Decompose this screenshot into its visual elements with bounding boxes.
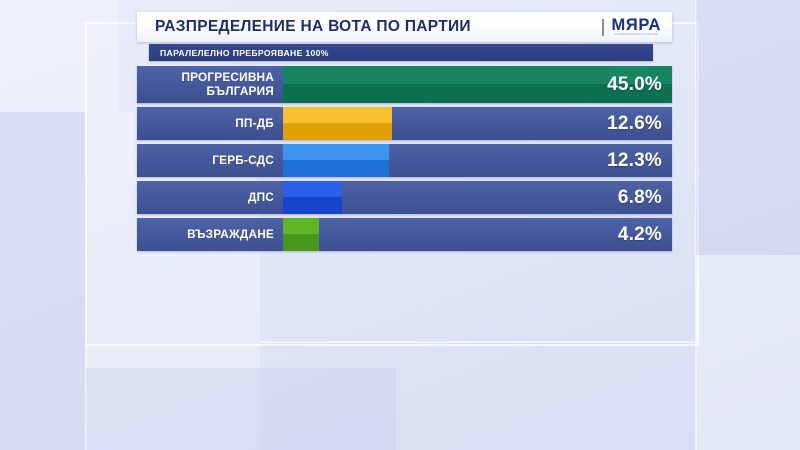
- party-bar: [283, 218, 320, 251]
- page-title: РАЗПРЕДЕЛЕНИЕ НА ВОТА ПО ПАРТИИ: [155, 18, 471, 35]
- result-row: ГЕРБ-СДС 12.3%: [137, 144, 672, 177]
- party-name: ДПС: [247, 189, 274, 204]
- logo-stack: МЯРА СОЦИОЛОГИЧЕСКА АГЕНЦИЯ: [612, 17, 661, 37]
- background-panel-right: [696, 0, 800, 255]
- background-divider-horizontal: [260, 341, 695, 343]
- party-name: ПП-ДБ: [235, 115, 274, 130]
- party-bar-highlight: [283, 66, 672, 84]
- background-divider-center: [695, 0, 697, 450]
- result-row: ПРОГРЕСИВНА БЪЛГАРИЯ 45.0%: [137, 66, 672, 103]
- background-panel-bottom-right: [696, 255, 800, 450]
- party-bar: [283, 107, 392, 140]
- results-graphic: РАЗПРЕДЕЛЕНИЕ НА ВОТА ПО ПАРТИИ МЯРА СОЦ…: [137, 12, 672, 255]
- party-percentage: 12.3%: [607, 149, 662, 171]
- party-bar-shade: [283, 83, 672, 103]
- logo-text: МЯРА: [611, 15, 661, 34]
- party-name: ВЪЗРАЖДАНЕ: [187, 226, 274, 241]
- party-bar: [283, 181, 342, 214]
- party-bar-highlight: [283, 218, 320, 234]
- party-percentage: 45.0%: [607, 73, 662, 95]
- background-panel-bottom: [86, 368, 396, 450]
- party-bar-shade: [283, 122, 392, 140]
- party-name: ГЕРБ-СДС: [212, 152, 274, 167]
- party-bar-shade: [283, 233, 320, 251]
- party-name: ПРОГРЕСИВНА БЪЛГАРИЯ: [181, 70, 274, 98]
- title-bar: РАЗПРЕДЕЛЕНИЕ НА ВОТА ПО ПАРТИИ МЯРА СОЦ…: [137, 12, 672, 42]
- logo-divider: [601, 18, 604, 36]
- party-percentage: 4.2%: [617, 223, 662, 245]
- party-bar: [283, 66, 672, 103]
- party-bar-shade: [283, 159, 390, 177]
- result-row: ВЪЗРАЖДАНЕ 4.2%: [137, 218, 672, 251]
- result-row: ПП-ДБ 12.6%: [137, 107, 672, 140]
- logo-subtitle: СОЦИОЛОГИЧЕСКА АГЕНЦИЯ: [614, 33, 659, 37]
- subtitle-text: ПАРАЛЕЛЕЛНО ПРЕБРОЯВАНЕ 100%: [160, 47, 329, 58]
- party-bar-highlight: [283, 144, 390, 160]
- party-percentage: 12.6%: [607, 112, 662, 134]
- party-bar: [283, 144, 390, 177]
- results-rows: ПРОГРЕСИВНА БЪЛГАРИЯ 45.0% ПП-ДБ 12.6% ГЕРБ-…: [137, 66, 672, 251]
- subtitle-bar: ПАРАЛЕЛЕЛНО ПРЕБРОЯВАНЕ 100%: [149, 44, 653, 61]
- background-panel-lower-left: [0, 112, 86, 450]
- party-bar-highlight: [283, 107, 392, 123]
- result-row: ДПС 6.8%: [137, 181, 672, 214]
- party-percentage: 6.8%: [617, 186, 662, 208]
- party-bar-highlight: [283, 181, 342, 197]
- party-bar-shade: [283, 196, 342, 214]
- channel-logo: МЯРА СОЦИОЛОГИЧЕСКА АГЕНЦИЯ: [601, 12, 661, 42]
- background-panel-left: [0, 0, 118, 112]
